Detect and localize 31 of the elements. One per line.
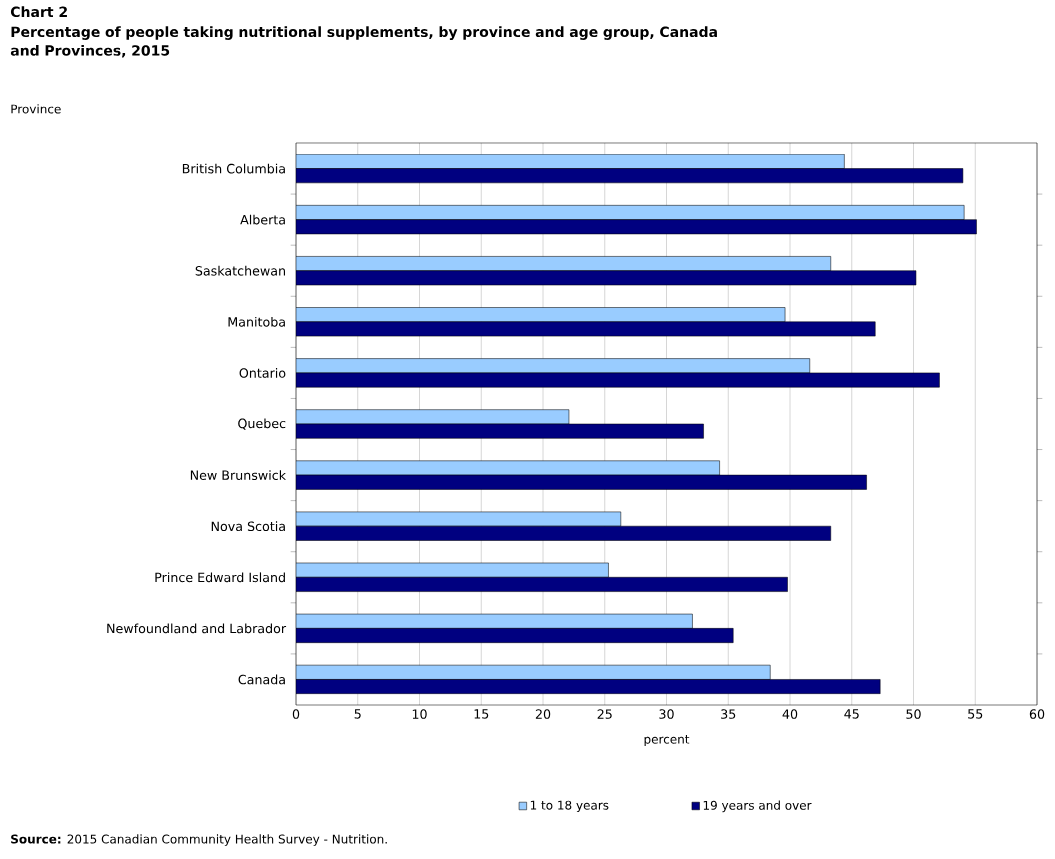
y-tick-label: New Brunswick — [190, 470, 286, 480]
x-tick-label: 55 — [968, 709, 983, 719]
y-axis-title: Province — [11, 104, 61, 114]
x-tick-label: 25 — [597, 709, 612, 719]
chart-subtitle: Percentage of people taking nutritional supplements, by province and age group, Canada and Provinces, 2015 — [10, 26, 717, 58]
y-tick-label: Quebec — [238, 418, 286, 430]
text: Source: 2015 Canadian Community Health Survey - Nutrition. — [11, 834, 387, 846]
x-tick-label: 60 — [1029, 709, 1045, 719]
x-tick-label: 35 — [721, 709, 736, 719]
x-tick-label: 30 — [659, 709, 674, 719]
y-tick-label: Saskatchewan — [195, 265, 285, 276]
y-tick-label: Manitoba — [228, 316, 285, 327]
x-tick-label: 15 — [474, 709, 489, 719]
x-tick-label: 40 — [782, 709, 798, 719]
x-tick-label: 20 — [535, 709, 551, 719]
y-tick-label: Ontario — [239, 368, 286, 378]
legend-label: 19 years and over — [703, 800, 812, 813]
x-tick-label: 10 — [412, 709, 427, 719]
x-axis-title: percent — [644, 735, 690, 747]
x-tick-label: 5 — [354, 709, 361, 719]
x-tick-label: 45 — [844, 709, 859, 719]
y-tick-label: British Columbia — [182, 163, 285, 174]
legend-label: 1 to 18 years — [530, 800, 609, 813]
y-tick-label: Newfoundland and Labrador — [107, 623, 287, 634]
text: Chart 2 — [10, 6, 67, 18]
y-tick-label: Nova Scotia — [211, 521, 285, 532]
x-tick-label: 50 — [906, 709, 921, 719]
y-tick-label: Canada — [238, 674, 285, 685]
x-tick-label: 0 — [292, 709, 300, 719]
y-tick-label: Alberta — [240, 214, 285, 225]
y-tick-label: Prince Edward Island — [155, 572, 285, 583]
